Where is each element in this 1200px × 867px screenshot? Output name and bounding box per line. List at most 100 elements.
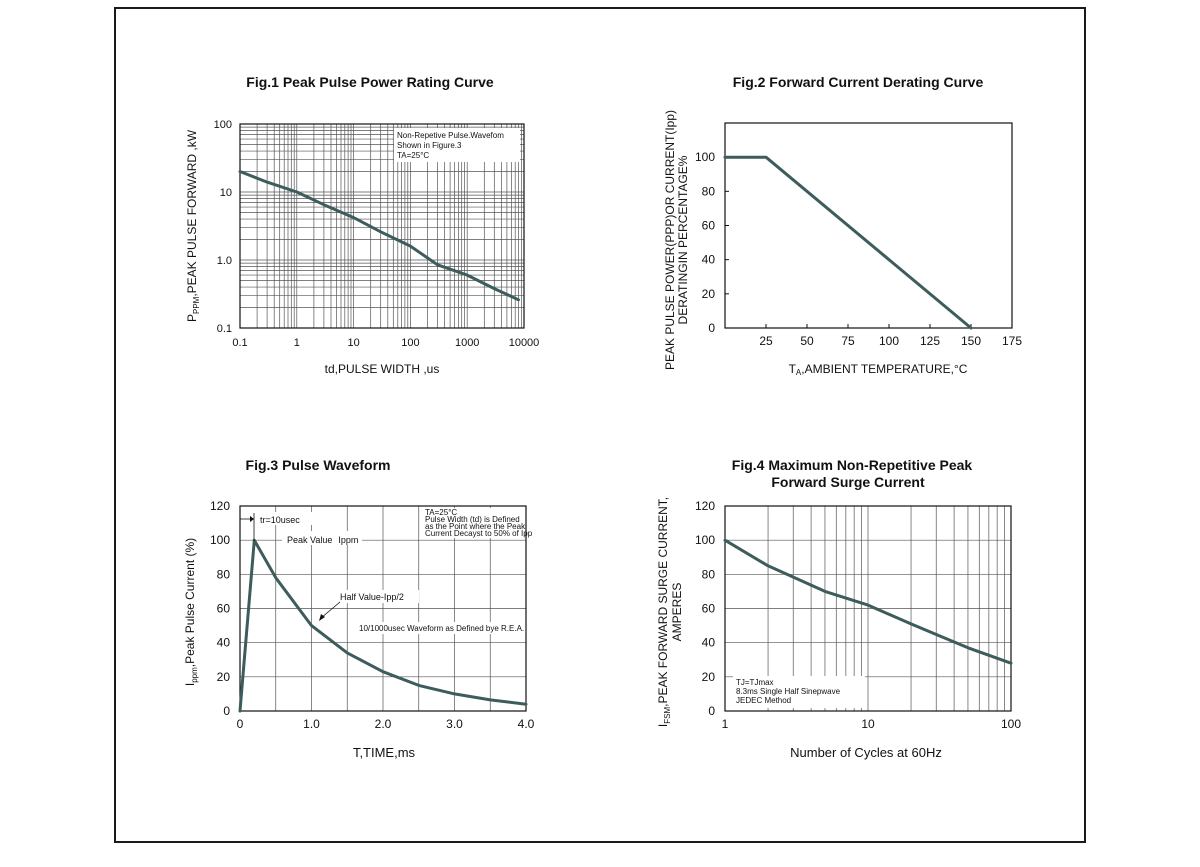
fig2-x-tick-label: 25 — [759, 334, 773, 348]
fig2-x-tick-label: 125 — [920, 334, 940, 348]
fig1-x-tick-label: 1000 — [455, 337, 479, 349]
fig3-y-tick-label: 100 — [210, 533, 230, 547]
fig4-ylabel-line2: AMPERES — [670, 583, 684, 642]
fig2-y-tick-label: 0 — [708, 321, 715, 335]
fig2-y-tick-label: 60 — [702, 219, 716, 233]
fig2-x-tick-label: 150 — [961, 334, 981, 348]
fig3-y-tick-label: 60 — [217, 602, 231, 616]
fig3-y-tick-label: 80 — [217, 567, 231, 581]
fig4-y-tick-label: 100 — [695, 533, 715, 547]
fig3-title: Fig.3 Pulse Waveform — [246, 457, 391, 473]
fig4-ylabel-line1: IFSM,PEAK FORWARD SURGE CURRENT, — [656, 497, 672, 727]
fig1-y-tick-label: 0.1 — [217, 323, 232, 335]
fig4-y-tick-label: 20 — [702, 670, 716, 684]
fig1-note-2: Shown in Figure.3 — [397, 141, 462, 150]
fig2-ylabel-line2: DERATINGIN PERCENTAGE% — [676, 155, 690, 324]
fig4-note-3: JEDEC Method — [736, 696, 791, 705]
fig1-series-line — [238, 170, 520, 302]
fig3-ylabel-rest: ,Peak Pulse Current (%) — [183, 538, 197, 667]
fig3-xlabel: T,TIME,ms — [353, 745, 416, 760]
fig4-y-tick-label: 60 — [702, 602, 716, 616]
fig1-y-tick-label: 1.0 — [217, 255, 232, 267]
fig3-x-tick-label: 4.0 — [518, 717, 535, 731]
fig2-series-line — [723, 155, 973, 330]
fig3-y-tick-label: 20 — [217, 670, 231, 684]
fig1-plot-frame — [239, 123, 525, 329]
fig4-note-1: TJ=TJmax — [736, 678, 774, 687]
fig3-y-tick-label: 0 — [223, 704, 230, 718]
fig3-cond-2: Pulse Width (td) is Defined — [425, 515, 520, 524]
fig2-x-tick-label: 50 — [800, 334, 814, 348]
fig1-xlabel: td,PULSE WIDTH ,us — [325, 362, 440, 376]
fig2-x-tick-label: 75 — [841, 334, 855, 348]
fig4-y-tick-label: 0 — [708, 704, 715, 718]
fig3-waveform-note: 10/1000usec Waveform as Defined bye R.E.… — [359, 624, 524, 633]
fig3-cond-4: Current Decayst to 50% of Ipp — [425, 529, 533, 538]
fig3-half-arrow-head — [319, 614, 325, 621]
fig2-x-tick-label: 175 — [1002, 334, 1022, 348]
fig2-chart: Fig.2 Forward Current Derating Curve 25 5… — [663, 74, 1022, 377]
fig4-x-tick-label: 1 — [722, 717, 729, 731]
fig3-ylabel-sub: ppm — [190, 667, 199, 683]
fig3-ylabel: Ippm,Peak Pulse Current (%) — [183, 538, 199, 686]
fig3-ylabel-main: I — [183, 683, 197, 686]
fig4-xlabel: Number of Cycles at 60Hz — [790, 745, 942, 760]
fig1-x-tick-label: 0.1 — [232, 337, 247, 349]
fig1-x-tick-label: 10000 — [509, 337, 540, 349]
fig4-y-tick-label: 40 — [702, 636, 716, 650]
fig1-chart: Fig.1 Peak Pulse Power Rating Curve 0.1 1… — [185, 74, 539, 376]
fig3-y-tick-label: 40 — [217, 636, 231, 650]
fig3-x-tick-label: 0 — [237, 717, 244, 731]
fig2-xlabel-rest: ,AMBIENT TEMPERATURE,°C — [801, 362, 967, 376]
fig2-xlabel-sub: A — [796, 368, 802, 377]
fig1-y-tick-label: 100 — [214, 119, 232, 131]
fig1-ylabel-rest: ,PEAK PULSE FORWARD ,kW — [185, 129, 199, 296]
fig3-tr-arrow-head — [250, 516, 254, 522]
fig1-note-3: TA=25°C — [397, 151, 429, 160]
fig1-note-1: Non-Repetive Pulse.Wavefom — [397, 131, 504, 140]
fig4-title-line2: Forward Surge Current — [771, 474, 925, 490]
fig3-peak-label: Peak Value Ippm — [287, 535, 358, 545]
fig2-plot-frame — [724, 122, 1013, 329]
fig4-title-line1: Fig.4 Maximum Non-Repetitive Peak — [732, 457, 973, 473]
fig1-ylabel-main: P — [185, 314, 199, 322]
fig2-x-tick-label: 100 — [879, 334, 899, 348]
fig1-ylabel: PPPM,PEAK PULSE FORWARD ,kW — [185, 129, 201, 322]
fig3-half-label: Half Value-Ipp/2 — [340, 592, 404, 602]
fig2-y-tick-label: 100 — [695, 150, 715, 164]
fig3-cond-1: TA=25°C — [425, 508, 457, 517]
fig2-y-tick-label: 80 — [702, 184, 716, 198]
fig4-ylabel-main: I — [656, 724, 670, 727]
fig1-ylabel-sub: PPM — [192, 296, 201, 314]
fig4-ylabel-sub: FSM — [663, 707, 672, 724]
fig4-chart: Fig.4 Maximum Non-Repetitive Peak Forwar… — [656, 457, 1021, 760]
fig4-plot-frame — [724, 505, 1012, 712]
fig2-xlabel: TA,AMBIENT TEMPERATURE,°C — [789, 362, 968, 377]
fig2-y-tick-label: 20 — [702, 287, 716, 301]
fig4-y-tick-label: 120 — [695, 499, 715, 513]
fig4-ylabel-rest: ,PEAK FORWARD SURGE CURRENT, — [656, 497, 670, 707]
fig2-xlabel-main: T — [789, 362, 797, 376]
fig1-x-tick-label: 1 — [294, 337, 300, 349]
fig1-x-tick-label: 10 — [347, 337, 359, 349]
fig3-peak-text: Peak Value — [287, 535, 332, 545]
fig3-y-tick-label: 120 — [210, 499, 230, 513]
fig4-y-tick-label: 80 — [702, 567, 716, 581]
fig3-series-line — [238, 538, 528, 713]
fig3-x-tick-label: 3.0 — [446, 717, 463, 731]
fig4-series-line — [723, 538, 1013, 665]
fig3-plot-frame — [239, 505, 527, 712]
fig3-peak-sub: Ippm — [338, 535, 358, 545]
fig1-title: Fig.1 Peak Pulse Power Rating Curve — [246, 74, 494, 90]
fig4-note-2: 8.3ms Single Half Sinepwave — [736, 687, 841, 696]
fig4-x-tick-label: 100 — [1001, 717, 1021, 731]
fig2-y-tick-label: 40 — [702, 253, 716, 267]
fig1-x-tick-label: 100 — [401, 337, 419, 349]
fig1-y-tick-label: 10 — [220, 187, 232, 199]
page-border — [114, 7, 1086, 843]
fig3-x-tick-label: 2.0 — [375, 717, 392, 731]
fig3-chart: Fig.3 Pulse Waveform 0 1.0 2.0 3.0 4.0 0 20 40 6… — [183, 457, 535, 760]
fig4-x-tick-label: 10 — [861, 717, 875, 731]
fig3-half-arrow — [320, 601, 341, 619]
